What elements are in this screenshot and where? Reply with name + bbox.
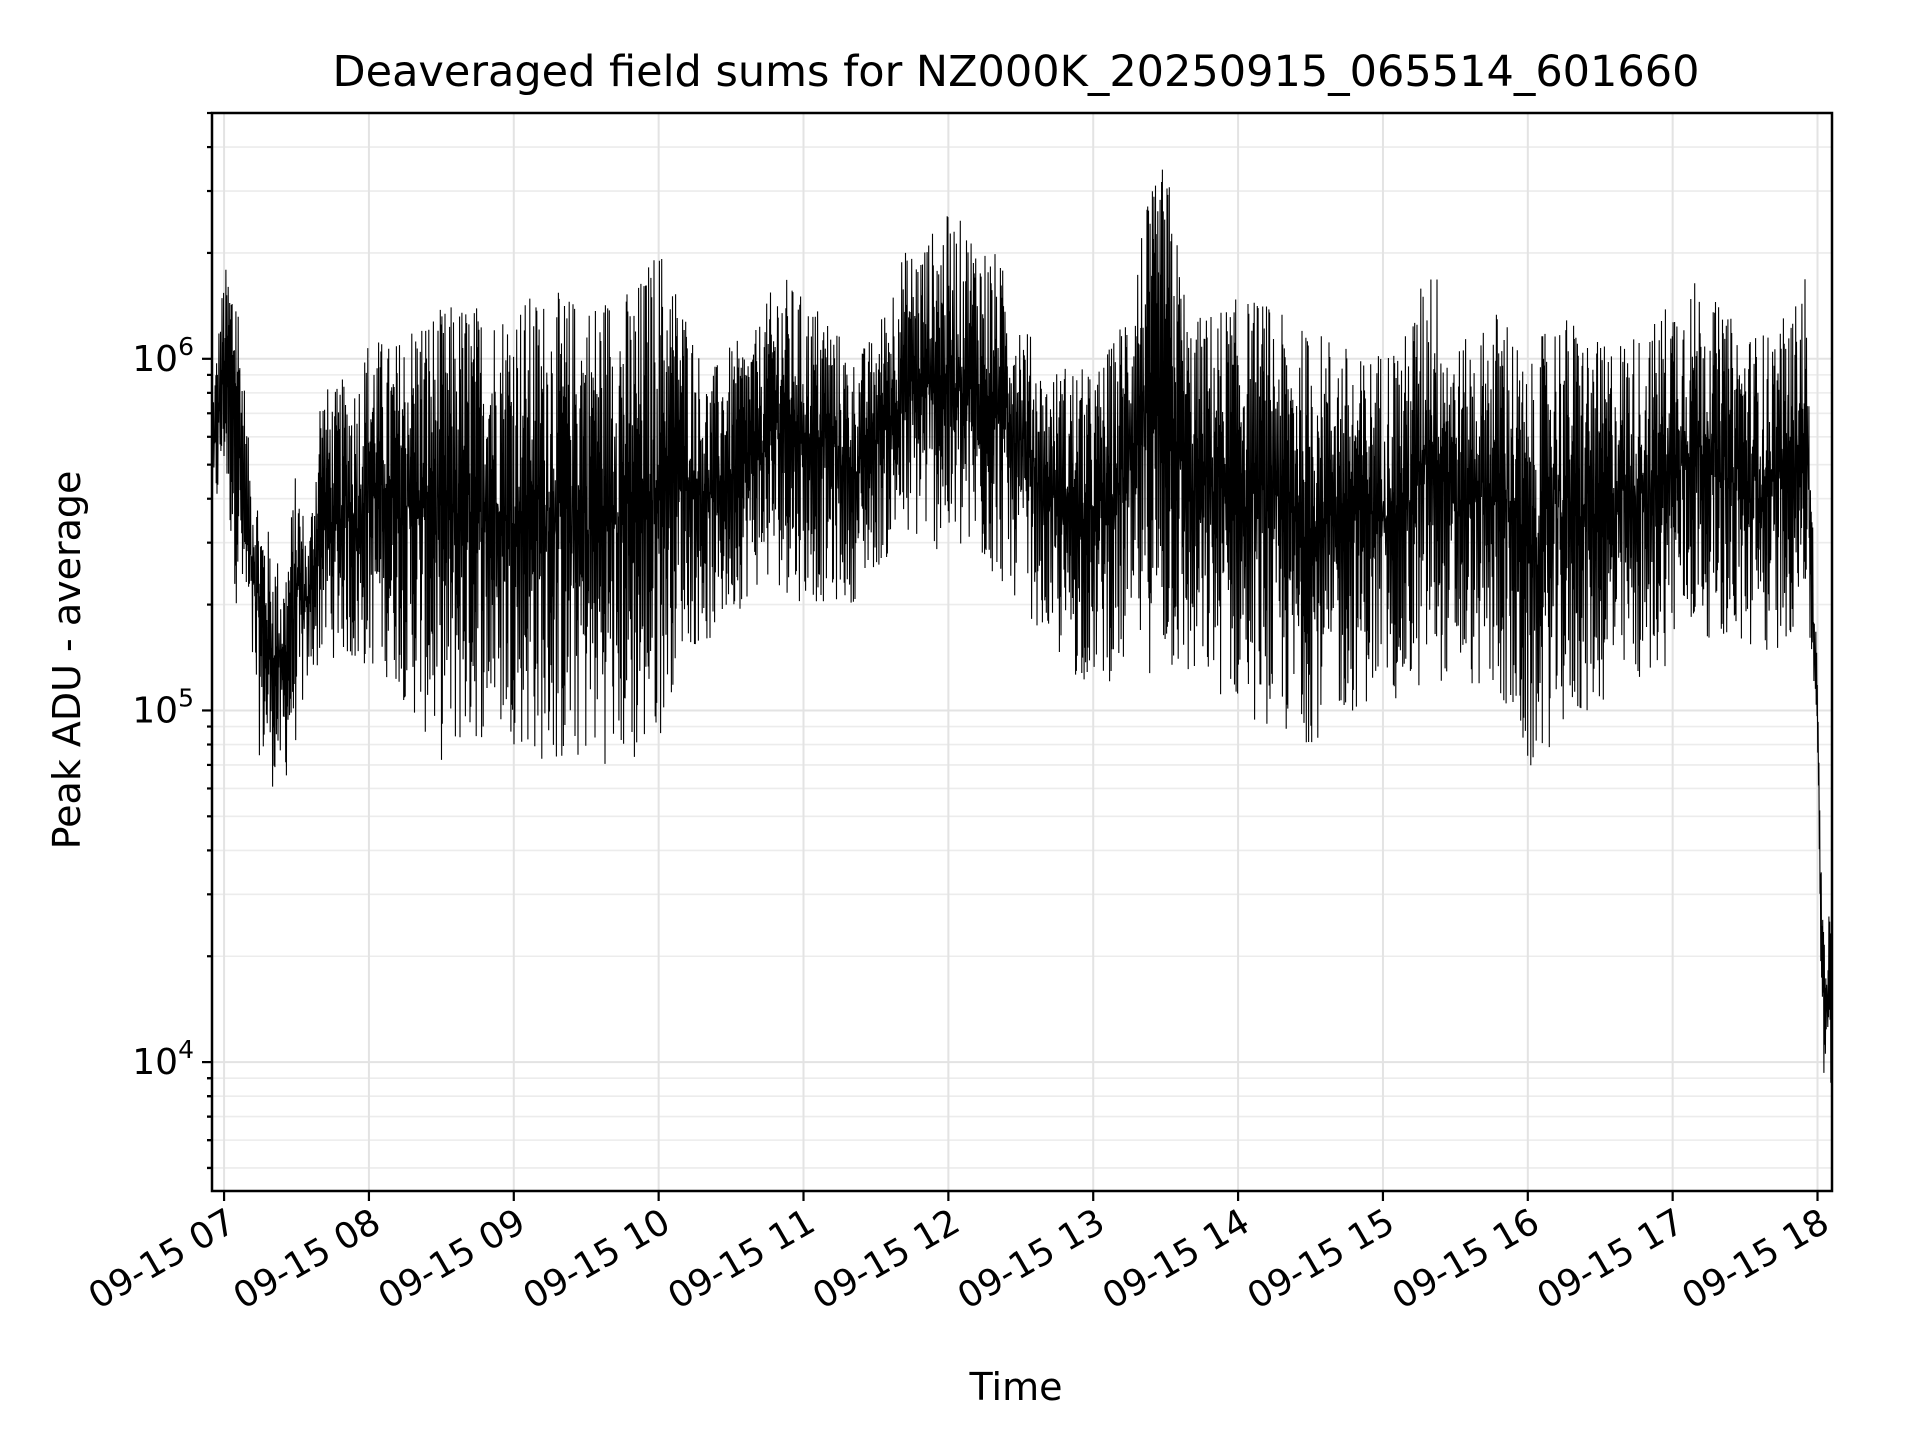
x-tick-label: 09-15 08 — [227, 1201, 388, 1317]
y-tick-label: 105 — [132, 683, 194, 731]
y-tick-label: 104 — [132, 1035, 194, 1083]
x-tick-label: 09-15 14 — [1096, 1201, 1257, 1317]
x-tick-label: 09-15 18 — [1675, 1201, 1836, 1317]
x-tick-label: 09-15 12 — [806, 1201, 967, 1317]
x-tick-label: 09-15 13 — [951, 1201, 1112, 1317]
series-line — [211, 169, 1833, 1083]
plot-frame — [210, 111, 1834, 1193]
x-axis-label: Time — [969, 1365, 1063, 1409]
x-tick-label: 09-15 17 — [1530, 1201, 1691, 1317]
series — [211, 169, 1833, 1083]
x-tick-label: 09-15 10 — [516, 1201, 677, 1317]
x-tick-label: 09-15 15 — [1241, 1201, 1402, 1317]
y-axis: 104 105 106 — [132, 111, 212, 1170]
x-tick-label: 09-15 11 — [661, 1201, 822, 1317]
y-axis-label: Peak ADU - average — [45, 471, 89, 850]
chart-title: Deaveraged field sums for NZ000K_2025091… — [333, 47, 1700, 97]
x-tick-label: 09-15 07 — [82, 1201, 243, 1317]
x-tick-label: 09-15 16 — [1386, 1201, 1547, 1317]
x-tick-label: 09-15 09 — [372, 1201, 533, 1317]
y-tick-label: 106 — [132, 332, 194, 380]
